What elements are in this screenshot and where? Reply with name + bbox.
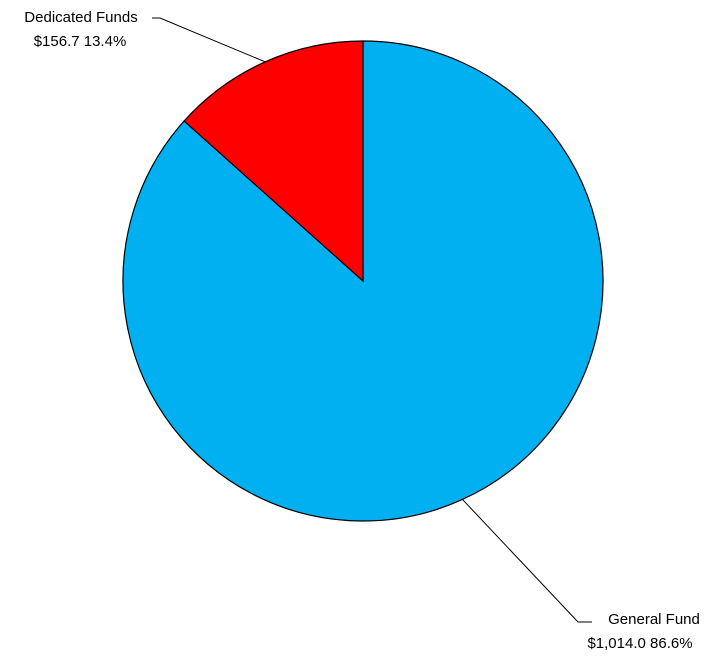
leader-line-dedicated-funds [152, 17, 266, 63]
pie-slices [122, 40, 604, 522]
slice-label-name-dedicated-funds: Dedicated Funds [24, 9, 137, 26]
leader-line-general-fund [462, 499, 592, 623]
leader-lines [152, 17, 592, 623]
data-labels: General Fund $1,014.0 86.6% Dedicated Fund… [24, 9, 700, 652]
slice-label-value-general-fund: $1,014.0 86.6% [587, 635, 692, 652]
slice-label-value-dedicated-funds: $156.7 13.4% [34, 33, 127, 50]
slice-label-name-general-fund: General Fund [608, 611, 700, 628]
